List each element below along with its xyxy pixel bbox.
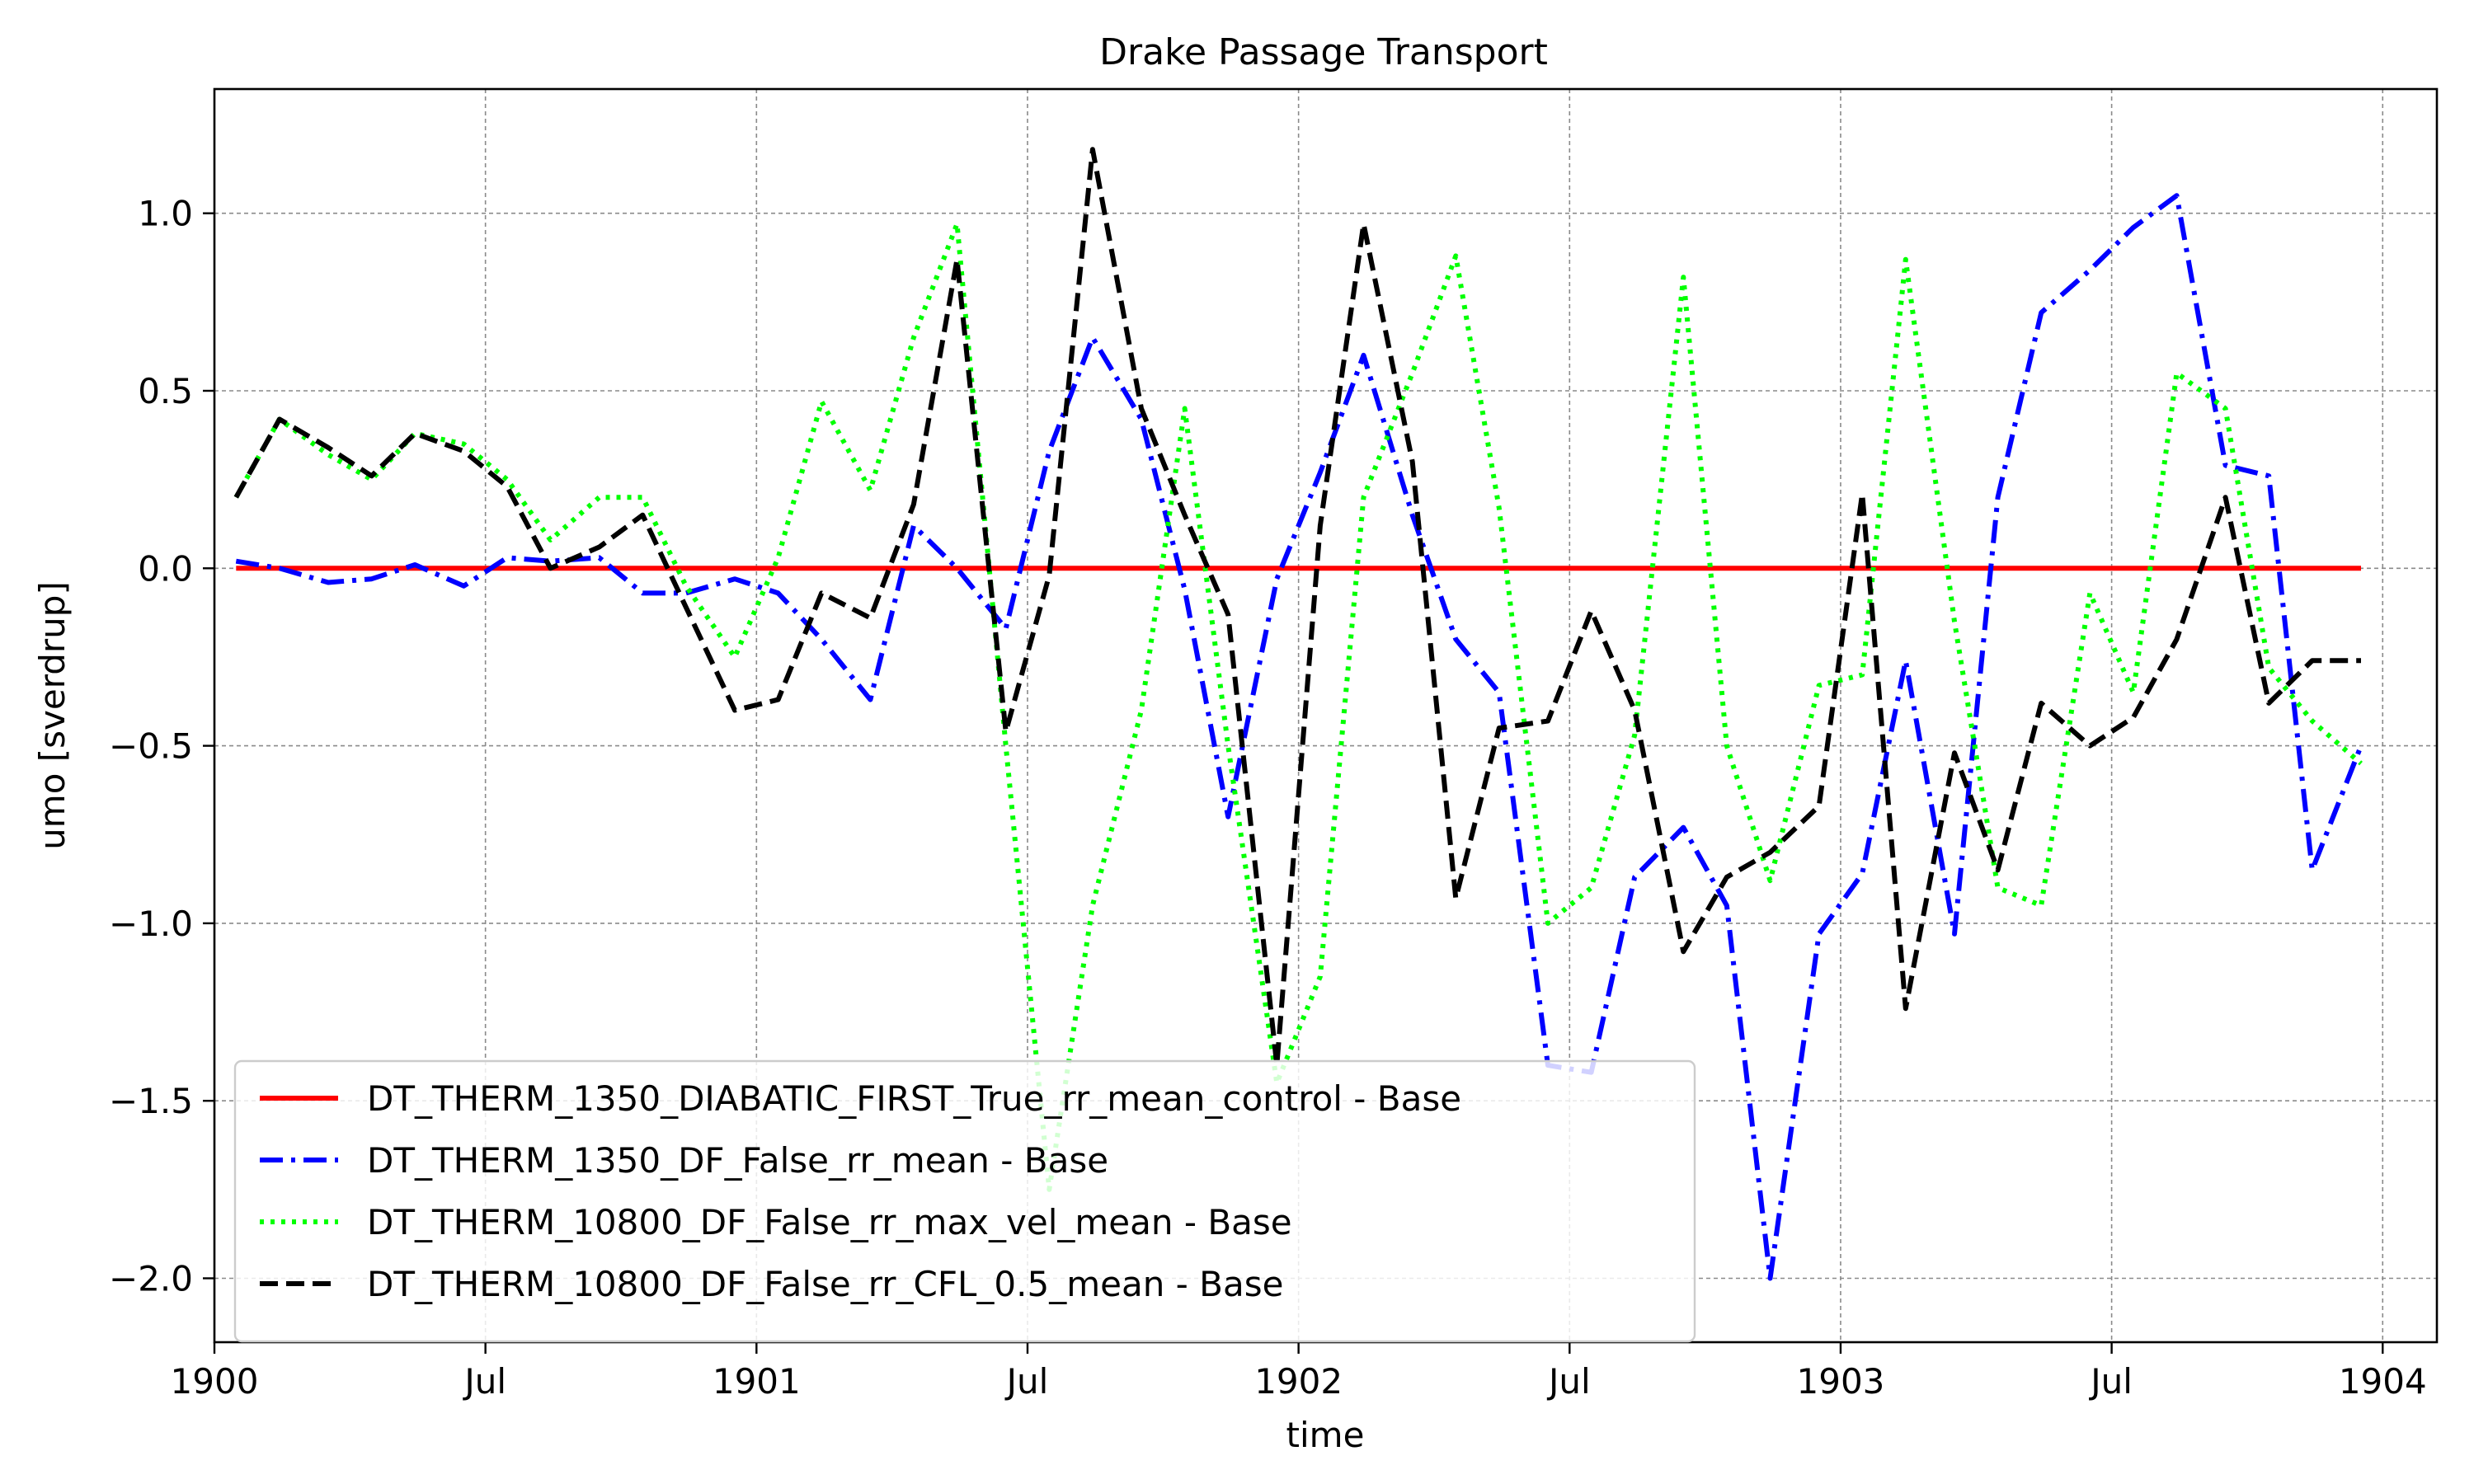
x-tick-label: 1903 xyxy=(1797,1361,1885,1402)
x-tick-label: 1901 xyxy=(713,1361,801,1402)
y-tick-label: −2.0 xyxy=(109,1258,193,1298)
x-axis-label: time xyxy=(1286,1415,1365,1455)
legend-label-3: DT_THERM_10800_DF_False_rr_max_vel_mean … xyxy=(367,1202,1292,1242)
y-tick-label: 0.5 xyxy=(138,371,193,411)
legend: DT_THERM_1350_DIABATIC_FIRST_True_rr_mea… xyxy=(233,1059,1696,1343)
series-line-3 xyxy=(233,221,2363,1192)
x-tick-label: Jul xyxy=(2088,1361,2133,1402)
x-tick-label: Jul xyxy=(1546,1361,1591,1402)
x-tick-label: Jul xyxy=(462,1361,506,1402)
y-tick-label: 0.0 xyxy=(138,548,193,589)
y-tick-label: −1.5 xyxy=(109,1081,193,1121)
legend-label-4: DT_THERM_10800_DF_False_rr_CFL_0.5_mean … xyxy=(367,1264,1283,1304)
legend-label-1: DT_THERM_1350_DIABATIC_FIRST_True_rr_mea… xyxy=(367,1078,1461,1119)
series-line-2 xyxy=(235,193,2363,1281)
y-tick-label: −1.0 xyxy=(109,904,193,944)
series-layer xyxy=(233,147,2363,1281)
legend-box xyxy=(233,1059,1696,1343)
tick-layer: 1900 Jul 1901 Jul 1902 Jul 1903 Jul 1904 1.0 0.5 0.… xyxy=(109,194,2427,1402)
x-tick-label: 1900 xyxy=(171,1361,259,1402)
x-tick-label: Jul xyxy=(1004,1361,1049,1402)
x-tick-label: 1902 xyxy=(1254,1361,1343,1402)
x-tick-label: 1904 xyxy=(2339,1361,2427,1402)
y-tick-label: −0.5 xyxy=(109,726,193,767)
legend-label-2: DT_THERM_1350_DF_False_rr_mean - Base xyxy=(367,1140,1108,1181)
series-line-4 xyxy=(233,147,2361,1068)
y-axis-label: umo [sverdrup] xyxy=(32,581,73,850)
y-tick-label: 1.0 xyxy=(138,194,193,234)
chart-title: Drake Passage Transport xyxy=(1099,31,1548,73)
